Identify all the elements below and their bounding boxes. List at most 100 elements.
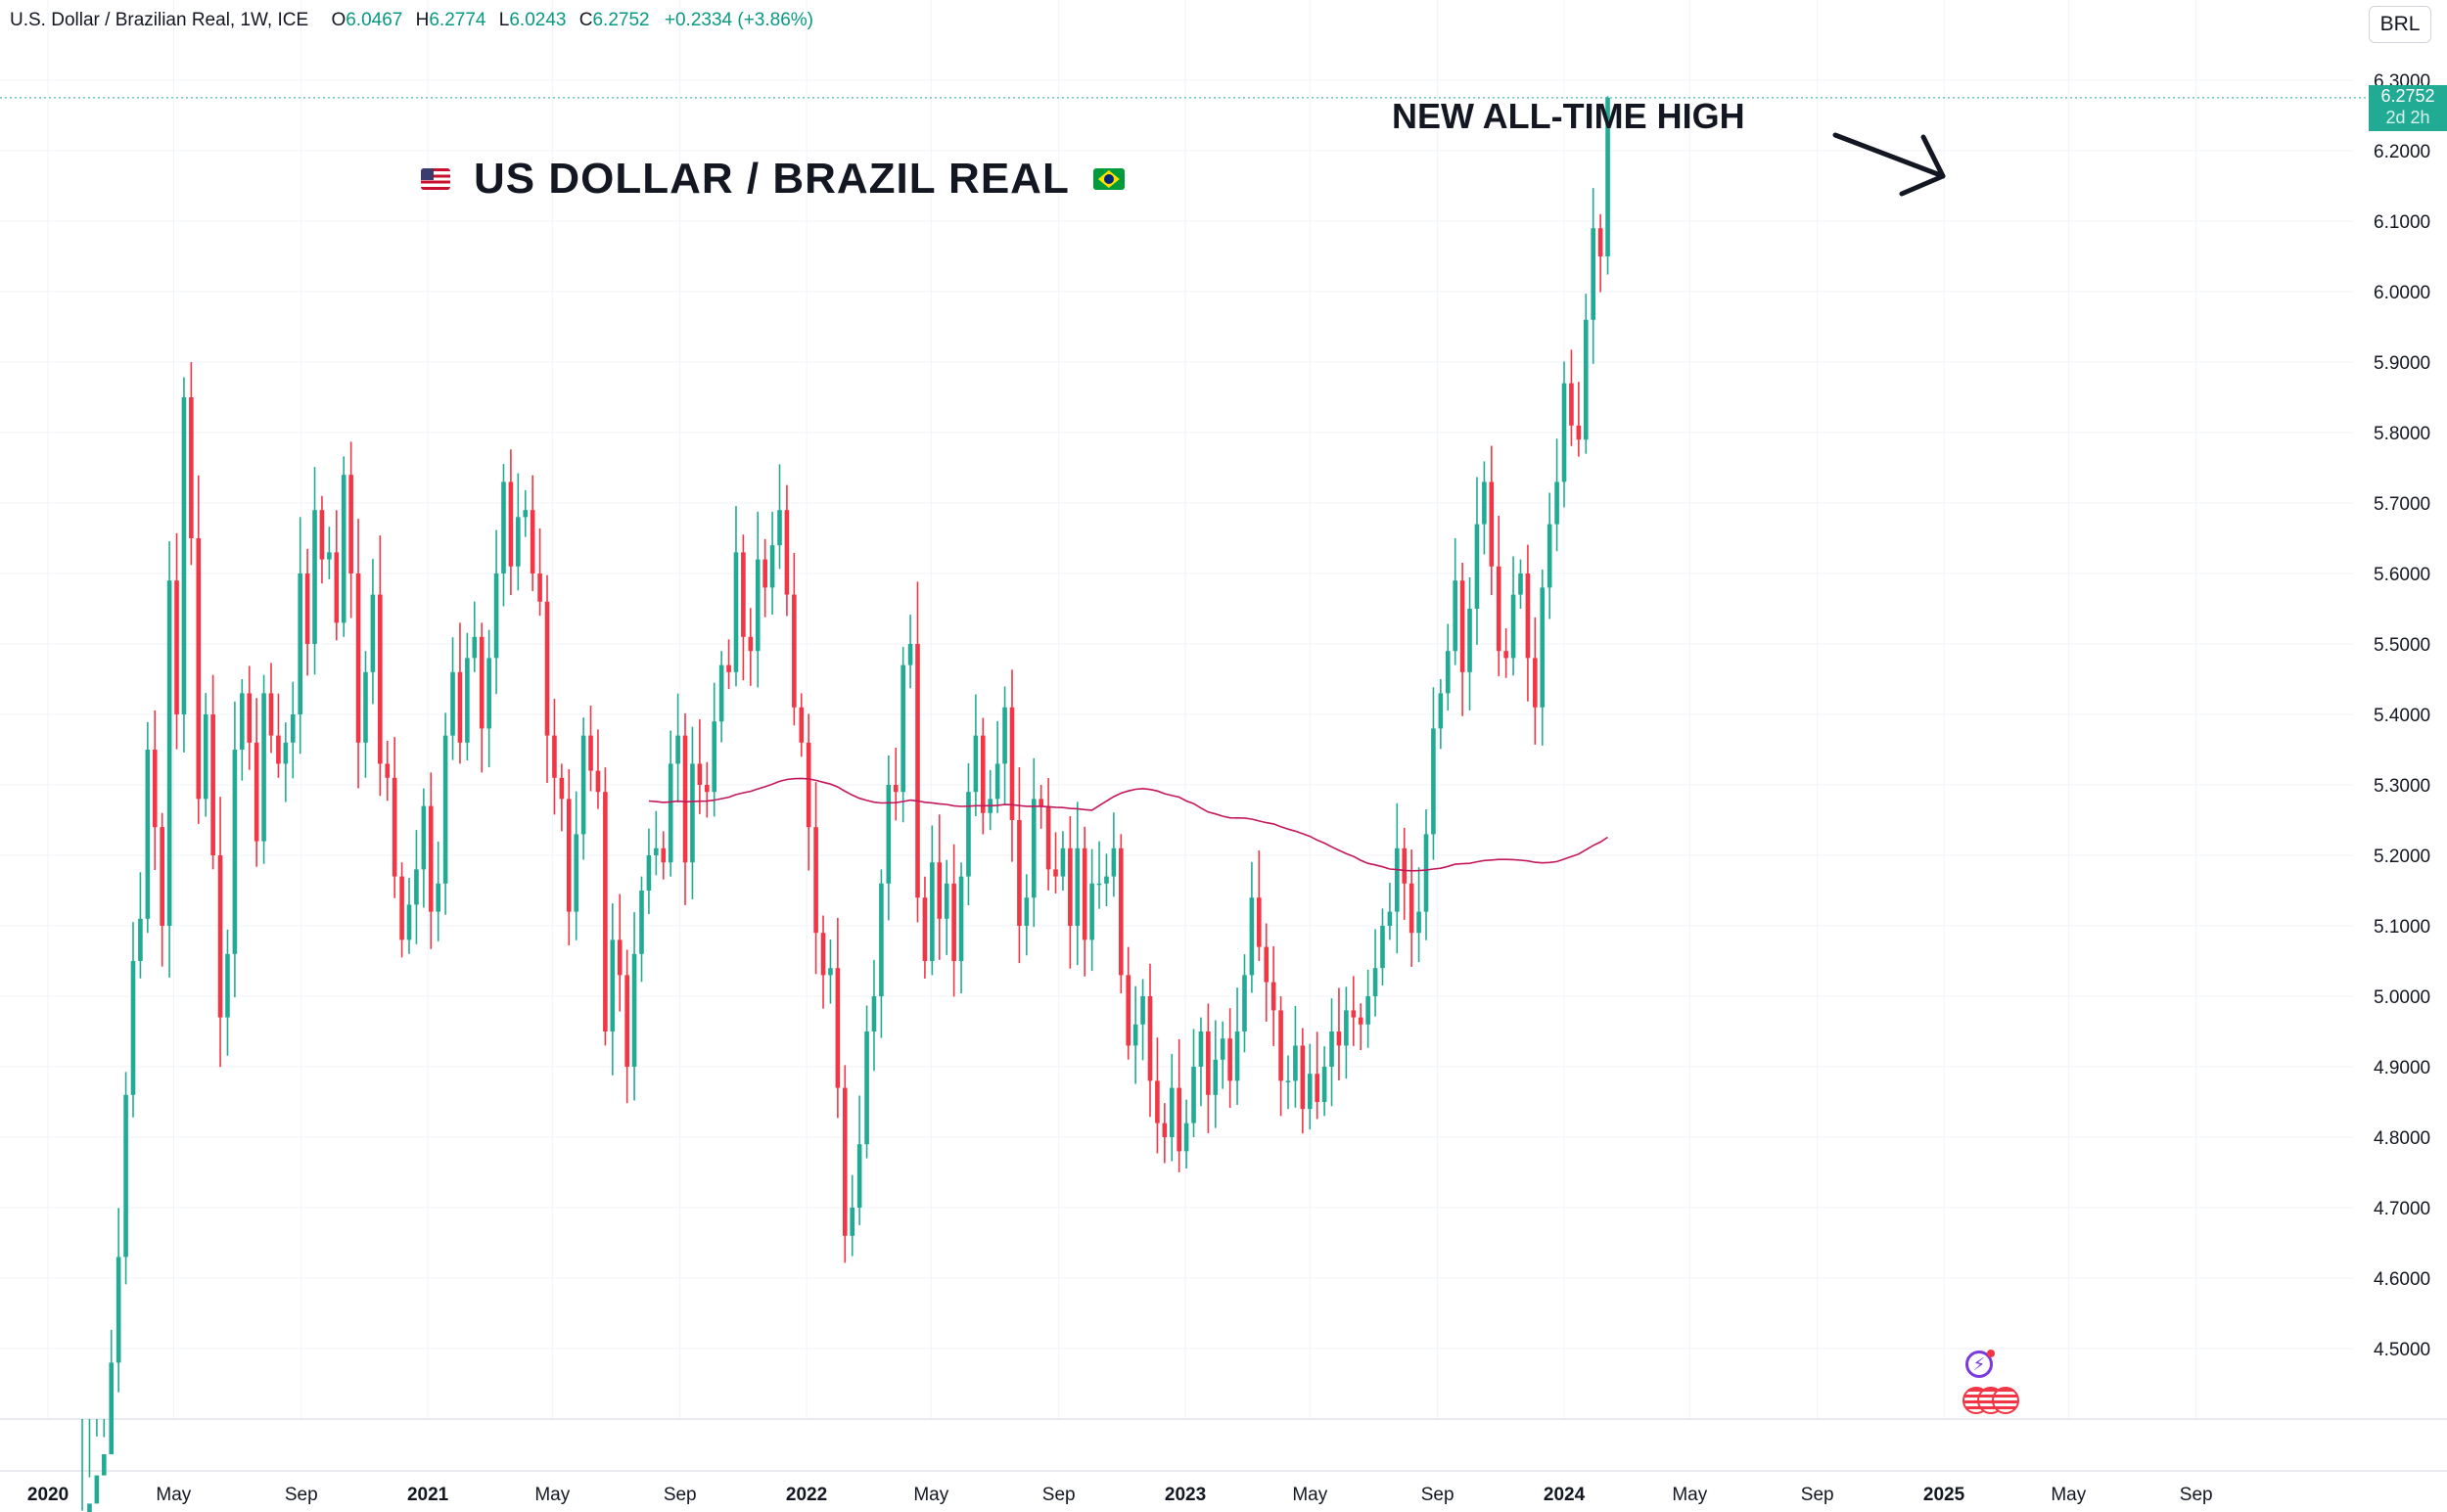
- price-tick-label: 4.7000: [2374, 1199, 2430, 1219]
- candle-body: [580, 735, 586, 835]
- low-label: L: [498, 10, 510, 30]
- candle-body: [646, 855, 652, 891]
- time-tick-label: Sep: [1042, 1485, 1076, 1505]
- candle-body: [465, 658, 470, 743]
- candle-body: [334, 552, 340, 623]
- candle-body: [704, 785, 710, 793]
- candle-body: [1351, 1010, 1357, 1018]
- symbol-name[interactable]: U.S. Dollar / Brazilian Real, 1W, ICE: [10, 10, 309, 30]
- bar-countdown: 2d 2h: [2385, 108, 2430, 127]
- candle-body: [1329, 1031, 1334, 1067]
- candle-body: [109, 1362, 115, 1454]
- time-axis[interactable]: 2020 May Sep 2021 May Sep 2022 May Sep 2023 May Sep…: [27, 1485, 2213, 1505]
- arrow-icon: [1832, 132, 1946, 197]
- candle-body: [726, 664, 731, 672]
- price-axis[interactable]: 6.30006.20006.10006.00005.90005.80005.70…: [2374, 71, 2430, 1360]
- candle-body: [1380, 926, 1385, 969]
- candle-body: [378, 594, 383, 764]
- price-tick-label: 6.1000: [2374, 212, 2430, 233]
- candle-body: [1547, 524, 1552, 588]
- candle-body: [777, 510, 782, 546]
- candle-body: [886, 785, 892, 884]
- candle-body: [1395, 848, 1400, 912]
- candle-body: [1489, 481, 1495, 567]
- candle-body: [428, 805, 434, 912]
- candle-body: [442, 735, 448, 884]
- candle-body: [879, 883, 884, 996]
- candle-body: [675, 735, 680, 764]
- currency-button[interactable]: BRL: [2369, 6, 2431, 43]
- high-label: H: [415, 10, 430, 30]
- candle-body: [1474, 524, 1480, 609]
- candle-body: [1482, 481, 1487, 525]
- last-price-label[interactable]: 6.2752 2d 2h: [2369, 85, 2447, 131]
- candle-body: [1321, 1067, 1327, 1102]
- time-tick-label: Sep: [285, 1485, 318, 1505]
- candle-body: [806, 742, 811, 828]
- price-tick-label: 5.5000: [2374, 635, 2430, 656]
- candle-body: [617, 939, 623, 976]
- candle-body: [769, 545, 775, 588]
- candle-body: [479, 636, 485, 729]
- all-time-high-label: NEW ALL-TIME HIGH: [1392, 96, 1745, 136]
- candle-body: [1372, 968, 1378, 996]
- candle-body: [900, 664, 905, 793]
- lightning-icon[interactable]: ⚡: [1965, 1351, 1993, 1378]
- candle-body: [298, 573, 302, 714]
- candle-body: [138, 918, 143, 961]
- candle-body: [966, 792, 971, 877]
- candle-body: [1576, 425, 1582, 440]
- candle-body: [1438, 693, 1444, 729]
- candle-body: [363, 671, 368, 743]
- candles-layer: [81, 96, 1610, 1512]
- candle-body: [1554, 481, 1559, 525]
- candle-body: [530, 510, 535, 573]
- candle-body: [1540, 587, 1546, 708]
- candle-body: [1402, 848, 1408, 884]
- candle-body: [994, 763, 1000, 800]
- candle-body: [1039, 799, 1043, 806]
- price-tick-label: 4.8000: [2374, 1128, 2430, 1149]
- candle-body: [1206, 1031, 1211, 1095]
- moving-average-line: [648, 777, 1608, 872]
- candle-body: [1285, 1080, 1291, 1082]
- candle-body: [501, 481, 506, 573]
- candle-body: [1264, 946, 1270, 983]
- candle-body: [1213, 1059, 1219, 1095]
- candle-body: [1140, 996, 1145, 1025]
- candle-body: [690, 763, 695, 863]
- candle-body: [603, 792, 608, 1031]
- price-tick-label: 5.2000: [2374, 847, 2430, 867]
- candle-body: [1496, 566, 1501, 652]
- candle-body: [472, 636, 478, 659]
- time-tick-label: May: [913, 1485, 948, 1505]
- candle-body: [792, 594, 797, 708]
- candle-body: [392, 777, 397, 877]
- candle-body: [944, 883, 949, 919]
- candle-body: [784, 510, 790, 595]
- candle-body: [661, 848, 667, 863]
- candle-body: [268, 693, 274, 736]
- candle-body: [1191, 1067, 1196, 1123]
- candle-body: [1591, 228, 1596, 320]
- candle-body: [87, 1503, 92, 1512]
- candle-body: [566, 799, 572, 912]
- price-tick-label: 6.0000: [2374, 283, 2430, 303]
- open-label: O: [331, 10, 346, 30]
- candle-body: [254, 742, 259, 842]
- candle-body: [682, 735, 688, 863]
- candle-body: [196, 538, 202, 800]
- candle-body: [915, 644, 920, 898]
- candle-body: [261, 693, 266, 842]
- candle-body: [1293, 1045, 1298, 1081]
- close-value: 6.2752: [592, 10, 650, 30]
- us-flag-event-icon[interactable]: [1992, 1387, 2019, 1414]
- time-tick-label: 2023: [1165, 1485, 1206, 1505]
- us-flag-icon: [421, 168, 450, 190]
- candle-body: [1147, 996, 1153, 1081]
- candle-body: [544, 601, 550, 736]
- candle-body: [799, 707, 805, 743]
- candle-body: [588, 735, 593, 771]
- notification-dot: [1987, 1350, 1995, 1357]
